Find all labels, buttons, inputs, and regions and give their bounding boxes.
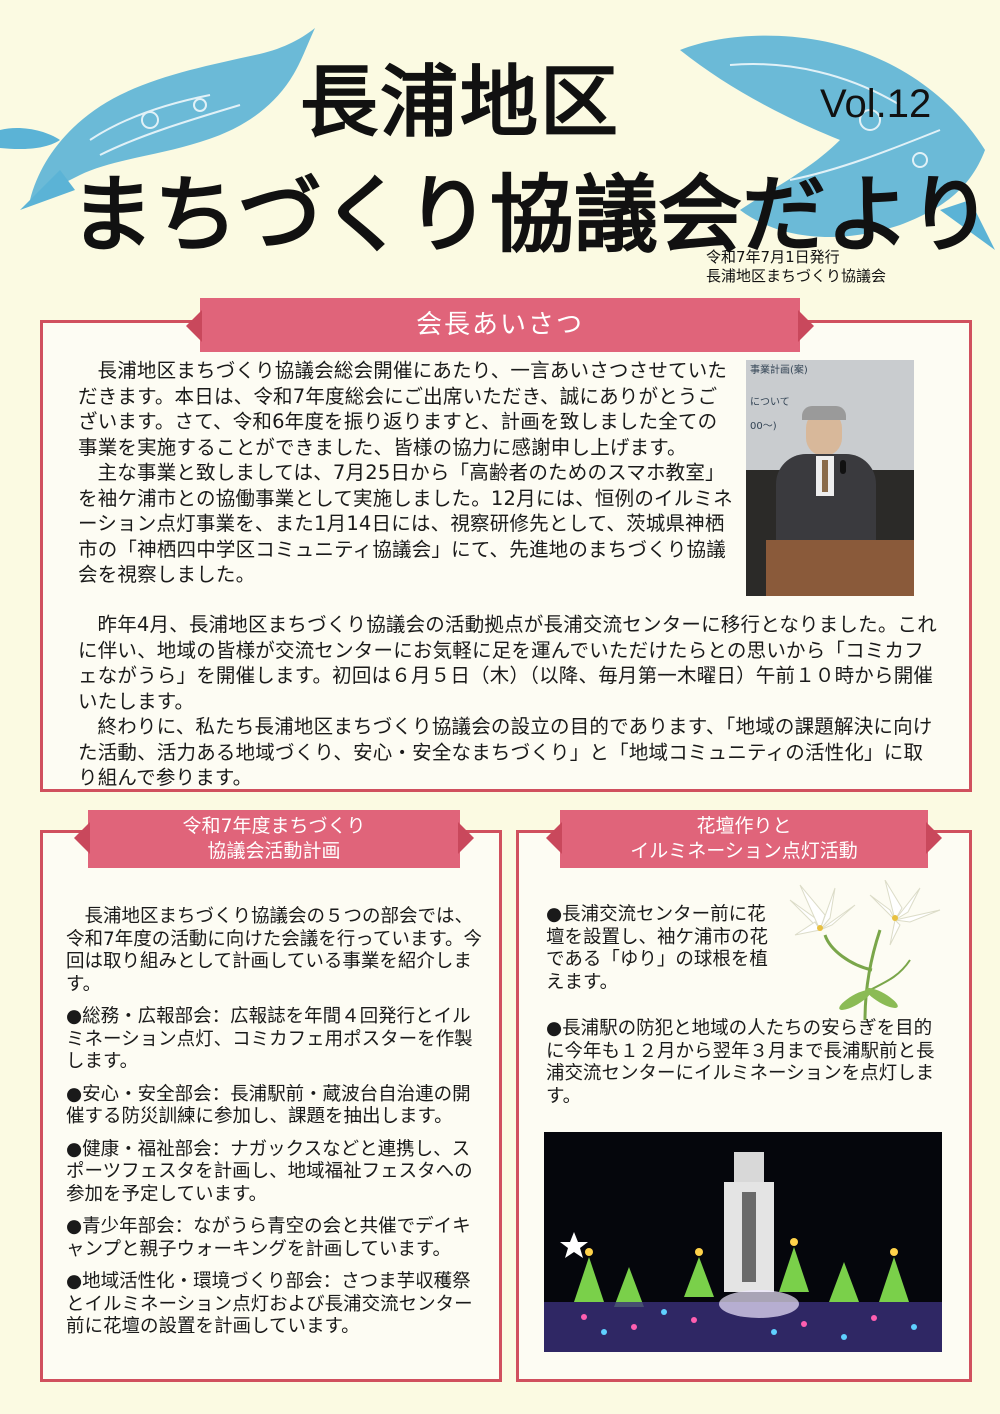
masthead-title-line1: 長浦地区 (300, 58, 621, 148)
greeting-paragraph: 終わりに、私たち長浦地区まちづくり協議会の設立の目的であります、「地域の課題解決… (78, 715, 933, 789)
masthead-title-line2: まちづくり協議会だより (70, 166, 993, 264)
plan-item: ●総務・広報部会：広報誌を年間４回発行とイルミネーション点灯、コミカフェ用ポスタ… (66, 1006, 473, 1072)
lily-illustration (789, 880, 941, 1020)
illumination-photo (544, 1132, 942, 1352)
plan-heading-line2: 協議会活動計画 (207, 840, 341, 862)
photo-screen-text: について (750, 397, 790, 408)
plan-item: ●健康・福祉部会：ナガックスなどと連携し、スポーツフェスタを計画し、地域福祉フェ… (66, 1138, 473, 1205)
flower-item-1: ●長浦交流センター前に花壇を設置し、袖ケ浦市の花である「ゆり」の球根を植えます。 (546, 904, 769, 993)
chairman-photo: 事業計画(案) について 00〜) (746, 360, 914, 596)
photo-screen-text: 事業計画(案) (750, 365, 808, 376)
volume-number: Vol.12 (820, 82, 932, 126)
greeting-paragraph: 昨年4月、長浦地区まちづくり協議会の活動拠点が長浦交流センターに移行となりました… (78, 613, 937, 713)
plan-item: ●安心・安全部会：長浦駅前・蔵波台自治連の開催する防災訓練に参加し、課題を抽出し… (66, 1083, 471, 1128)
whale-illustration-right (680, 35, 995, 250)
flower-banner: 花壇作りと イルミネーション点灯活動 (546, 810, 942, 868)
flower-heading-line2: イルミネーション点灯活動 (630, 840, 858, 862)
greeting-banner: 会長あいさつ (186, 298, 814, 352)
plan-item: ●青少年部会：ながうら青空の会と共催でデイキャンプと親子ウォーキングを計画してい… (66, 1216, 471, 1260)
issue-date: 令和7年7月1日発行 (706, 248, 840, 266)
plan-banner: 令和7年度まちづくり 協議会活動計画 (74, 810, 474, 868)
greeting-paragraph: 長浦地区まちづくり協議会総会開催にあたり、一言あいさつさせていただきます。本日は… (78, 359, 728, 459)
greeting-heading: 会長あいさつ (415, 310, 584, 340)
greeting-text-lower: 昨年4月、長浦地区まちづくり協議会の活動拠点が長浦交流センターに移行となりました… (78, 612, 940, 791)
whale-illustration-left (0, 28, 315, 210)
plan-box (40, 830, 502, 1382)
flower-heading-line1: 花壇作りと (696, 815, 792, 837)
flower-item-2: ●長浦駅の防犯と地域の人たちの安らぎを目的に今年も１２月から翌年３月まで長浦駅前… (546, 1018, 935, 1107)
photo-screen-text: 00〜) (750, 421, 777, 432)
publisher: 長浦地区まちづくり協議会 (706, 267, 887, 285)
greeting-text-upper: 長浦地区まちづくり協議会総会開催にあたり、一言あいさつさせていただきます。本日は… (78, 358, 734, 588)
plan-content: 長浦地区まちづくり協議会の５つの部会では、令和7年度の活動に向けた会議を行ってい… (66, 906, 484, 1349)
issue-info: 令和7年7月1日発行 長浦地区まちづくり協議会 (706, 248, 886, 286)
plan-intro: 長浦地区まちづくり協議会の５つの部会では、令和7年度の活動に向けた会議を行ってい… (66, 906, 482, 995)
plan-heading-line1: 令和7年度まちづくり (182, 815, 366, 837)
greeting-paragraph: 主な事業と致しましては、7月25日から「高齢者のためのスマホ教室」を袖ケ浦市との… (78, 461, 733, 586)
plan-item: ●地域活性化・環境づくり部会：さつま芋収穫祭とイルミネーション点灯および長浦交流… (66, 1271, 473, 1337)
